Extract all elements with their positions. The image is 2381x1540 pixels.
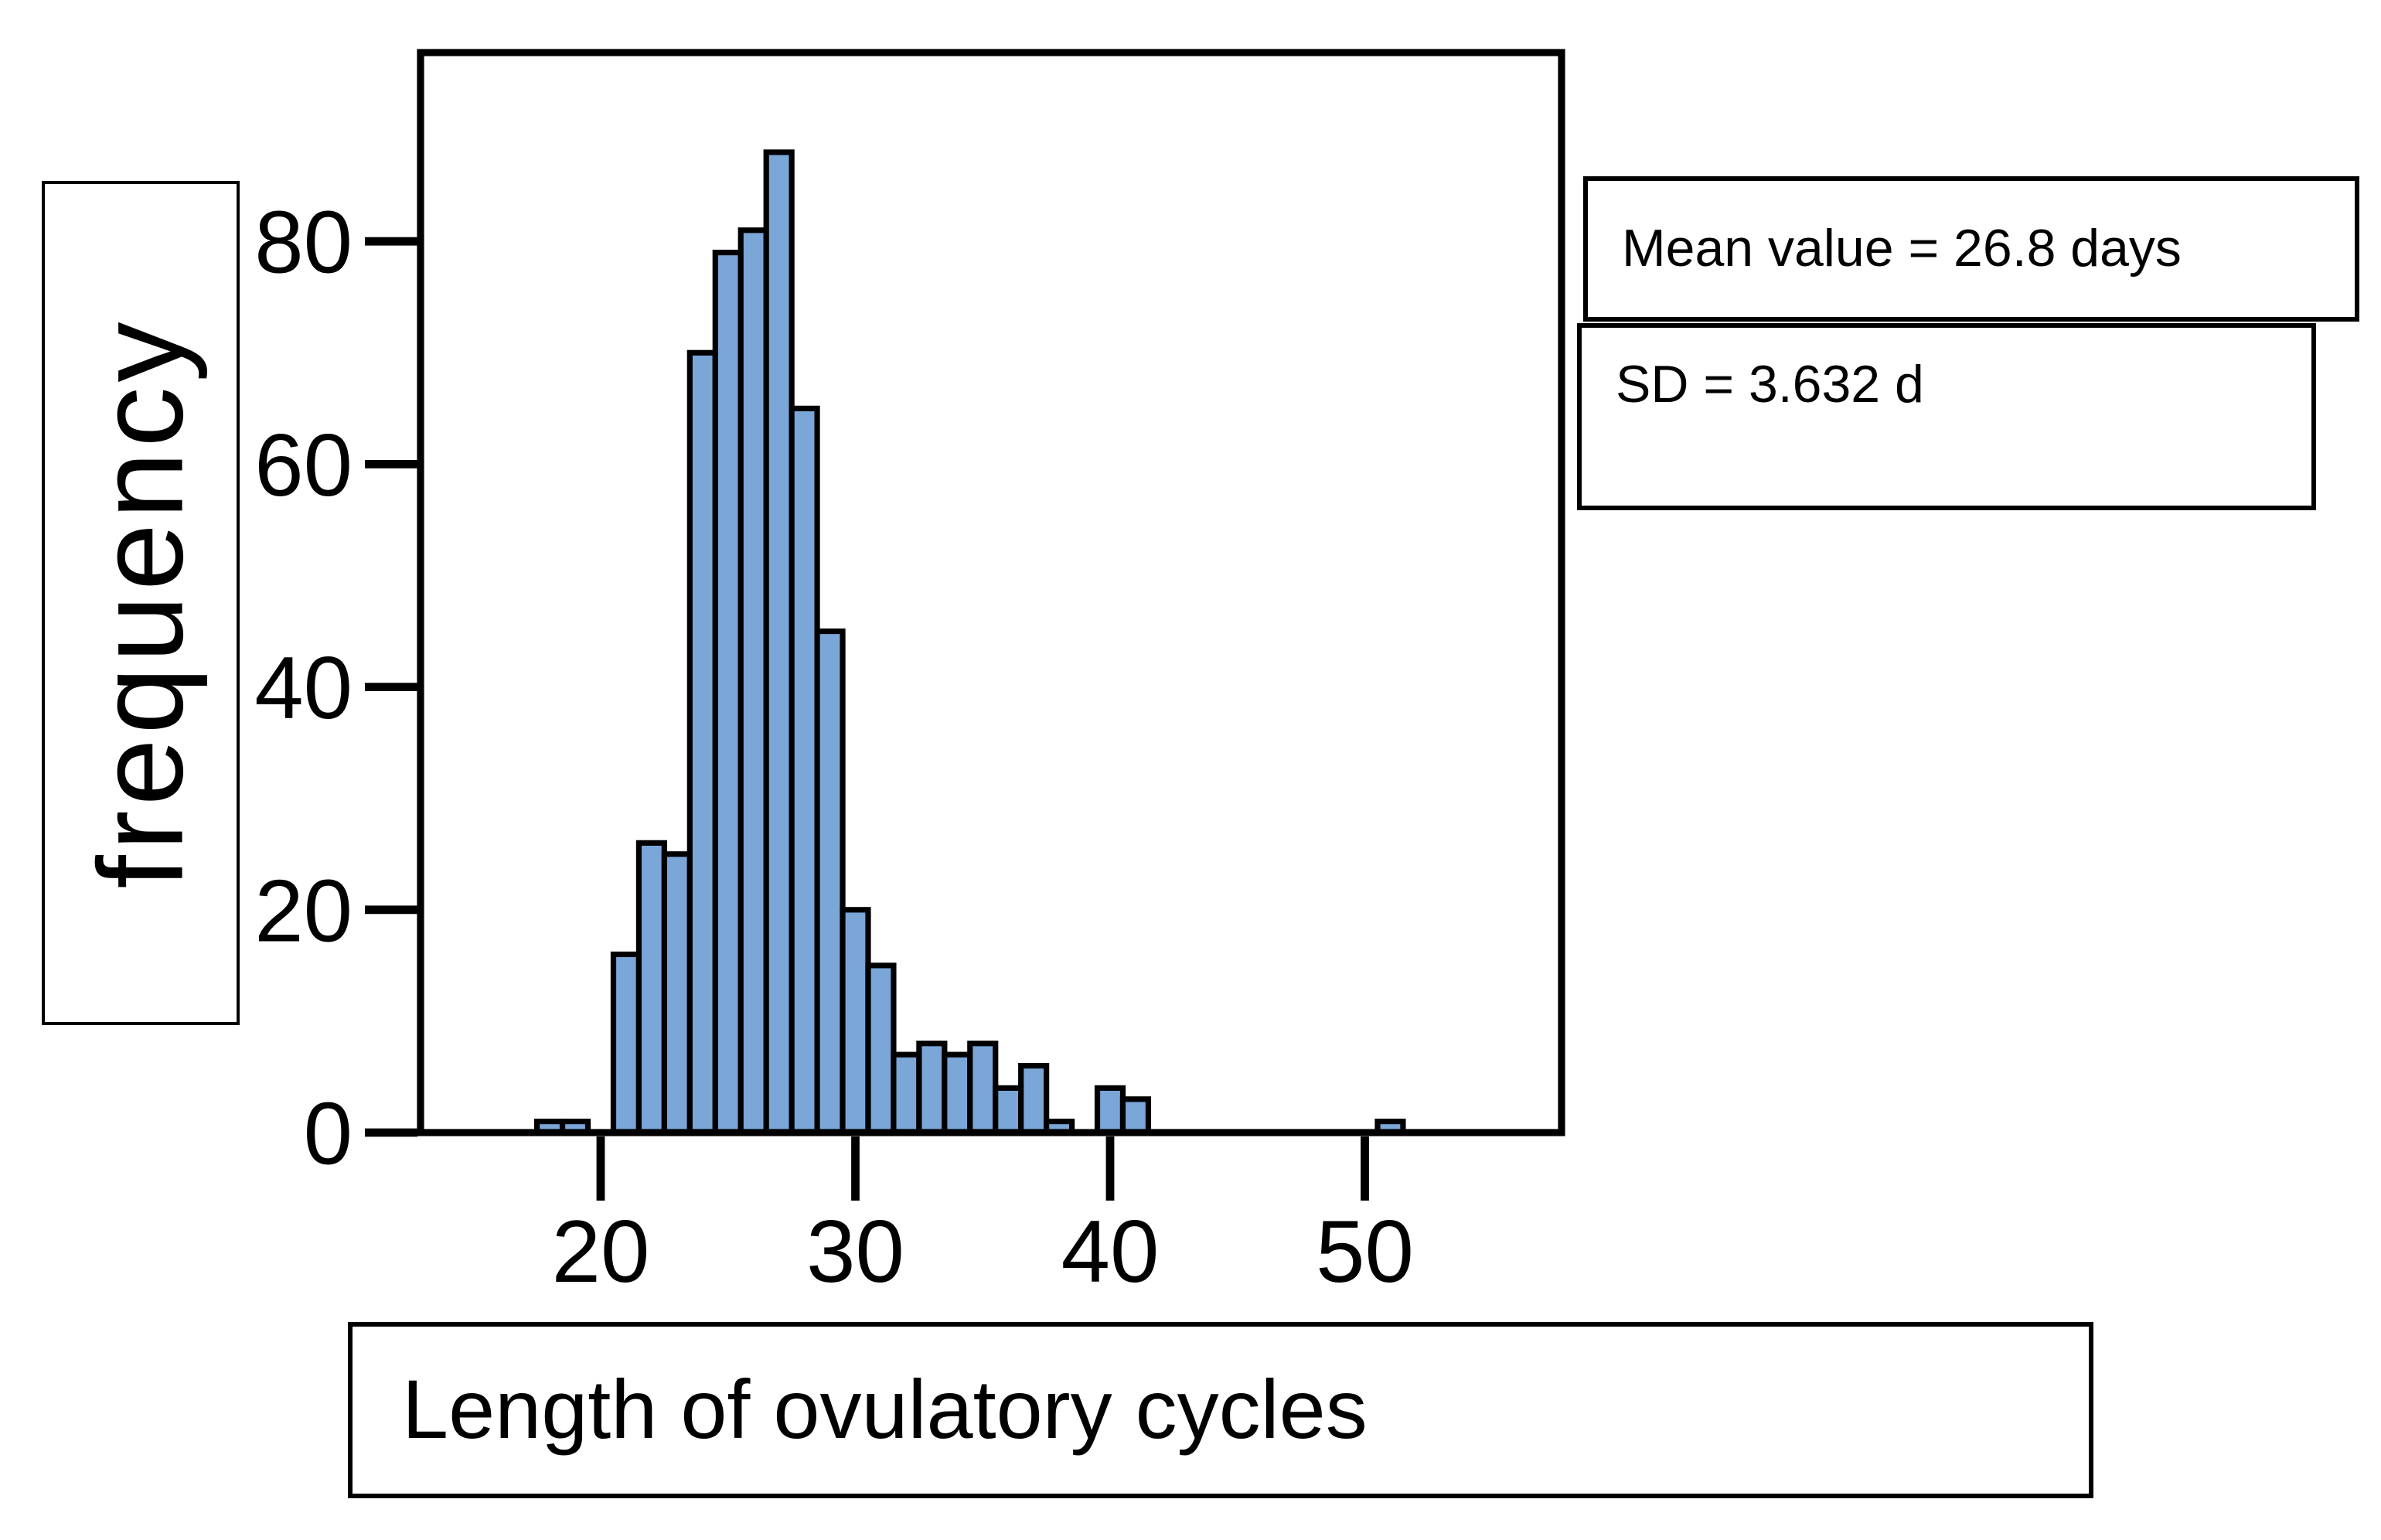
histogram-bar-35 <box>967 1041 999 1136</box>
x-tick-label-50: 50 <box>1316 1203 1414 1301</box>
y-tick-label-0: 0 <box>304 1085 353 1184</box>
histogram-bar-29 <box>814 628 846 1136</box>
y-tick-label-60: 60 <box>254 417 353 515</box>
mean-annotation-box: Mean value = 26.8 days <box>1583 176 2359 322</box>
sd-annotation-box: SD = 3.632 d <box>1577 323 2316 510</box>
y-tick-label-40: 40 <box>254 639 353 738</box>
y-axis-label-box: frequency <box>42 181 240 1025</box>
mean-annotation-text: Mean value = 26.8 days <box>1622 219 2182 278</box>
histogram-bar-36 <box>993 1085 1024 1136</box>
histogram-bar-23 <box>661 851 693 1136</box>
histogram-bar-28 <box>789 405 820 1136</box>
histogram-bar-34 <box>942 1051 973 1136</box>
histogram-bar-24 <box>686 349 718 1136</box>
histogram-bar-41 <box>1119 1096 1152 1136</box>
y-tick-label-80: 80 <box>254 194 353 292</box>
x-tick-label-40: 40 <box>1061 1203 1160 1301</box>
histogram-bar-26 <box>737 227 769 1136</box>
histogram-bar-31 <box>865 962 897 1136</box>
x-axis-title-text: Length of ovulatory cycles <box>402 1364 1368 1457</box>
sd-annotation-text: SD = 3.632 d <box>1616 356 1924 414</box>
histogram-bar-30 <box>840 907 871 1136</box>
histogram-bar-37 <box>1018 1062 1050 1136</box>
histogram-bar-21 <box>610 951 642 1136</box>
x-tick-label-30: 30 <box>806 1203 904 1301</box>
histogram-bar-22 <box>635 840 667 1136</box>
plot-border <box>417 49 1565 1136</box>
x-axis-title-box: Length of ovulatory cycles <box>348 1322 2093 1498</box>
histogram-bar-33 <box>916 1041 948 1136</box>
x-tick-label-20: 20 <box>552 1203 650 1301</box>
histogram-bar-32 <box>891 1051 922 1136</box>
histogram-bar-40 <box>1094 1085 1126 1136</box>
histogram-bar-25 <box>712 250 744 1136</box>
histogram-bar-27 <box>763 149 795 1136</box>
y-tick-label-20: 20 <box>254 862 353 960</box>
